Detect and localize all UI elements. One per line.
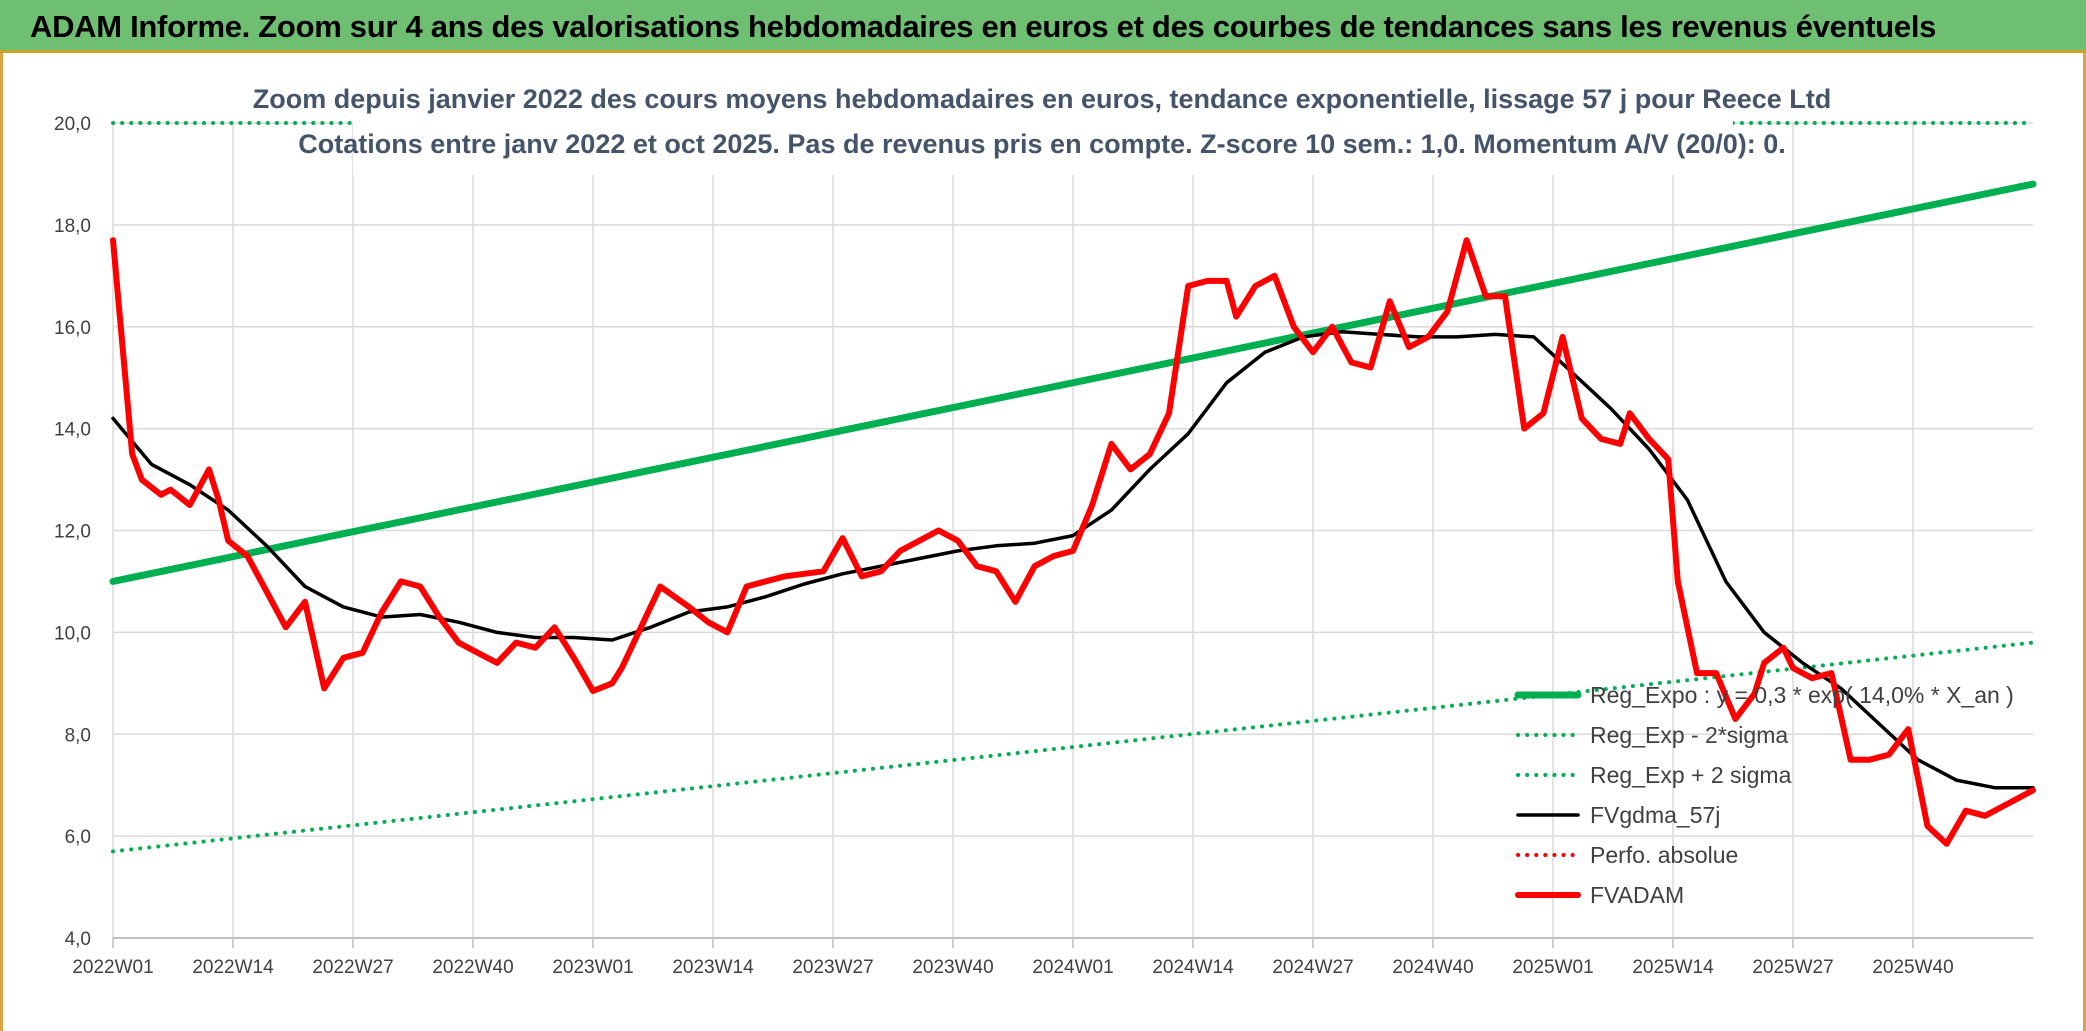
y-tick-label: 10,0 [54,623,91,644]
legend-entry: Reg_Exp - 2*sigma [1590,722,1788,748]
x-tick-label: 2025W27 [1752,957,1833,978]
x-tick-label: 2025W01 [1512,957,1593,978]
y-tick-label: 14,0 [54,420,91,441]
y-tick-label: 18,0 [54,216,91,237]
series-line [111,330,2035,790]
y-tick-label: 16,0 [54,318,91,339]
x-tick-label: 2022W01 [72,957,153,978]
x-tick-label: 2024W14 [1152,957,1234,978]
y-tick-label: 12,0 [54,522,91,543]
legend: Reg_Expo : y = 0,3 * exp( 14,0% * X_an )… [1514,682,2014,908]
x-tick-label: 2022W40 [432,957,513,978]
series-line [109,180,2037,585]
x-tick-label: 2022W27 [312,957,393,978]
chart-title: Zoom depuis janvier 2022 des cours moyen… [253,84,1832,114]
y-tick-label: 6,0 [65,827,91,848]
x-tick-label: 2024W40 [1392,957,1473,978]
x-tick-label: 2024W01 [1032,957,1113,978]
x-tick-label: 2024W27 [1272,957,1353,978]
line-chart: 4,0 6,0 8,0 10,0 12,0 14,0 16,0 18,0 20,0 2022W01… [54,73,2037,978]
legend-entry: Reg_Expo : y = 0,3 * exp( 14,0% * X_an ) [1590,682,2014,708]
x-tick-label: 2025W14 [1632,957,1714,978]
legend-entry: FVADAM [1590,882,1684,908]
report-title: ADAM Informe. Zoom sur 4 ans des valoris… [30,9,1937,44]
x-tick-label: 2022W14 [192,957,274,978]
chart-title-background [353,73,1733,175]
x-tick-label: 2023W01 [552,957,633,978]
legend-entry: Perfo. absolue [1590,842,1738,868]
y-tick-label: 4,0 [65,929,91,950]
series-line [111,640,2035,854]
chart-frame: 4,0 6,0 8,0 10,0 12,0 14,0 16,0 18,0 20,0 2022W01… [0,53,2086,1031]
y-tick-label: 8,0 [65,725,91,746]
report-banner: ADAM Informe. Zoom sur 4 ans des valoris… [0,0,2086,53]
x-tick-label: 2025W40 [1872,957,1953,978]
x-tick-label: 2023W40 [912,957,993,978]
chart-subtitle: Cotations entre janv 2022 et oct 2025. P… [298,129,1786,159]
y-tick-label: 20,0 [54,114,91,135]
legend-entry: Reg_Exp + 2 sigma [1590,762,1792,788]
legend-entry: FVgdma_57j [1590,802,1720,828]
x-tick-label: 2023W14 [672,957,754,978]
series-line [110,237,2036,847]
axis-labels: 4,0 6,0 8,0 10,0 12,0 14,0 16,0 18,0 20,0 2022W01… [54,114,1954,978]
x-tick-label: 2023W27 [792,957,873,978]
